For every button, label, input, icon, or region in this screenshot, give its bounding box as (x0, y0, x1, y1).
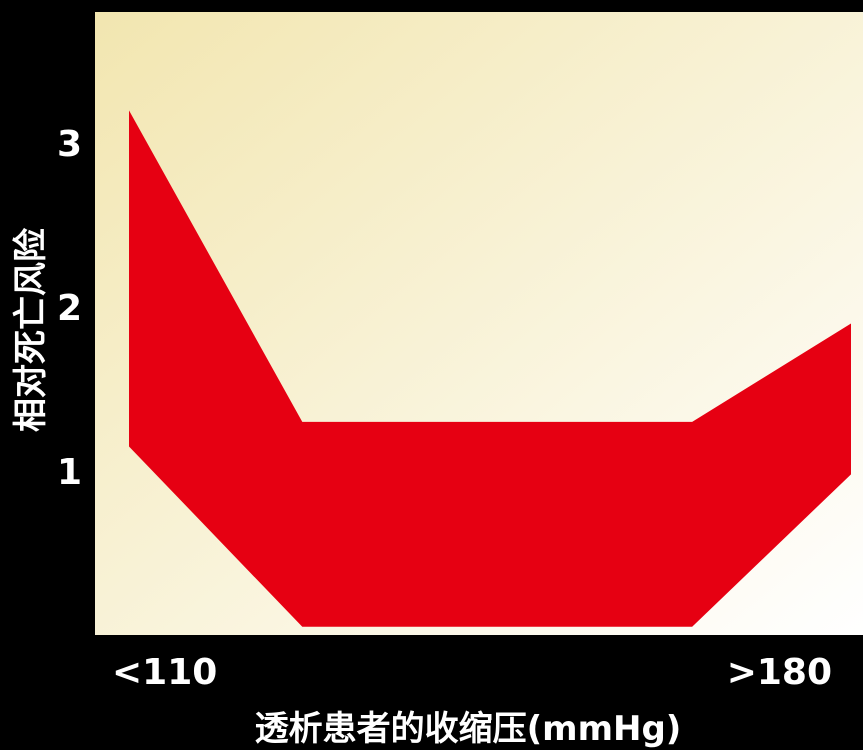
risk-band-series (129, 110, 851, 627)
y-tick-label-1: 1 (57, 452, 82, 493)
x-tick-label-max: >180 (727, 652, 832, 693)
x-tick-label-min: <110 (112, 652, 217, 693)
x-axis-title: 透析患者的收缩压(mmHg) (255, 709, 682, 749)
y-tick-label-3: 3 (57, 124, 82, 165)
y-axis-title: 相对死亡风险 (11, 227, 51, 432)
y-tick-label-2: 2 (57, 288, 82, 329)
y-axis-ticks: 1 2 3 (57, 124, 82, 493)
